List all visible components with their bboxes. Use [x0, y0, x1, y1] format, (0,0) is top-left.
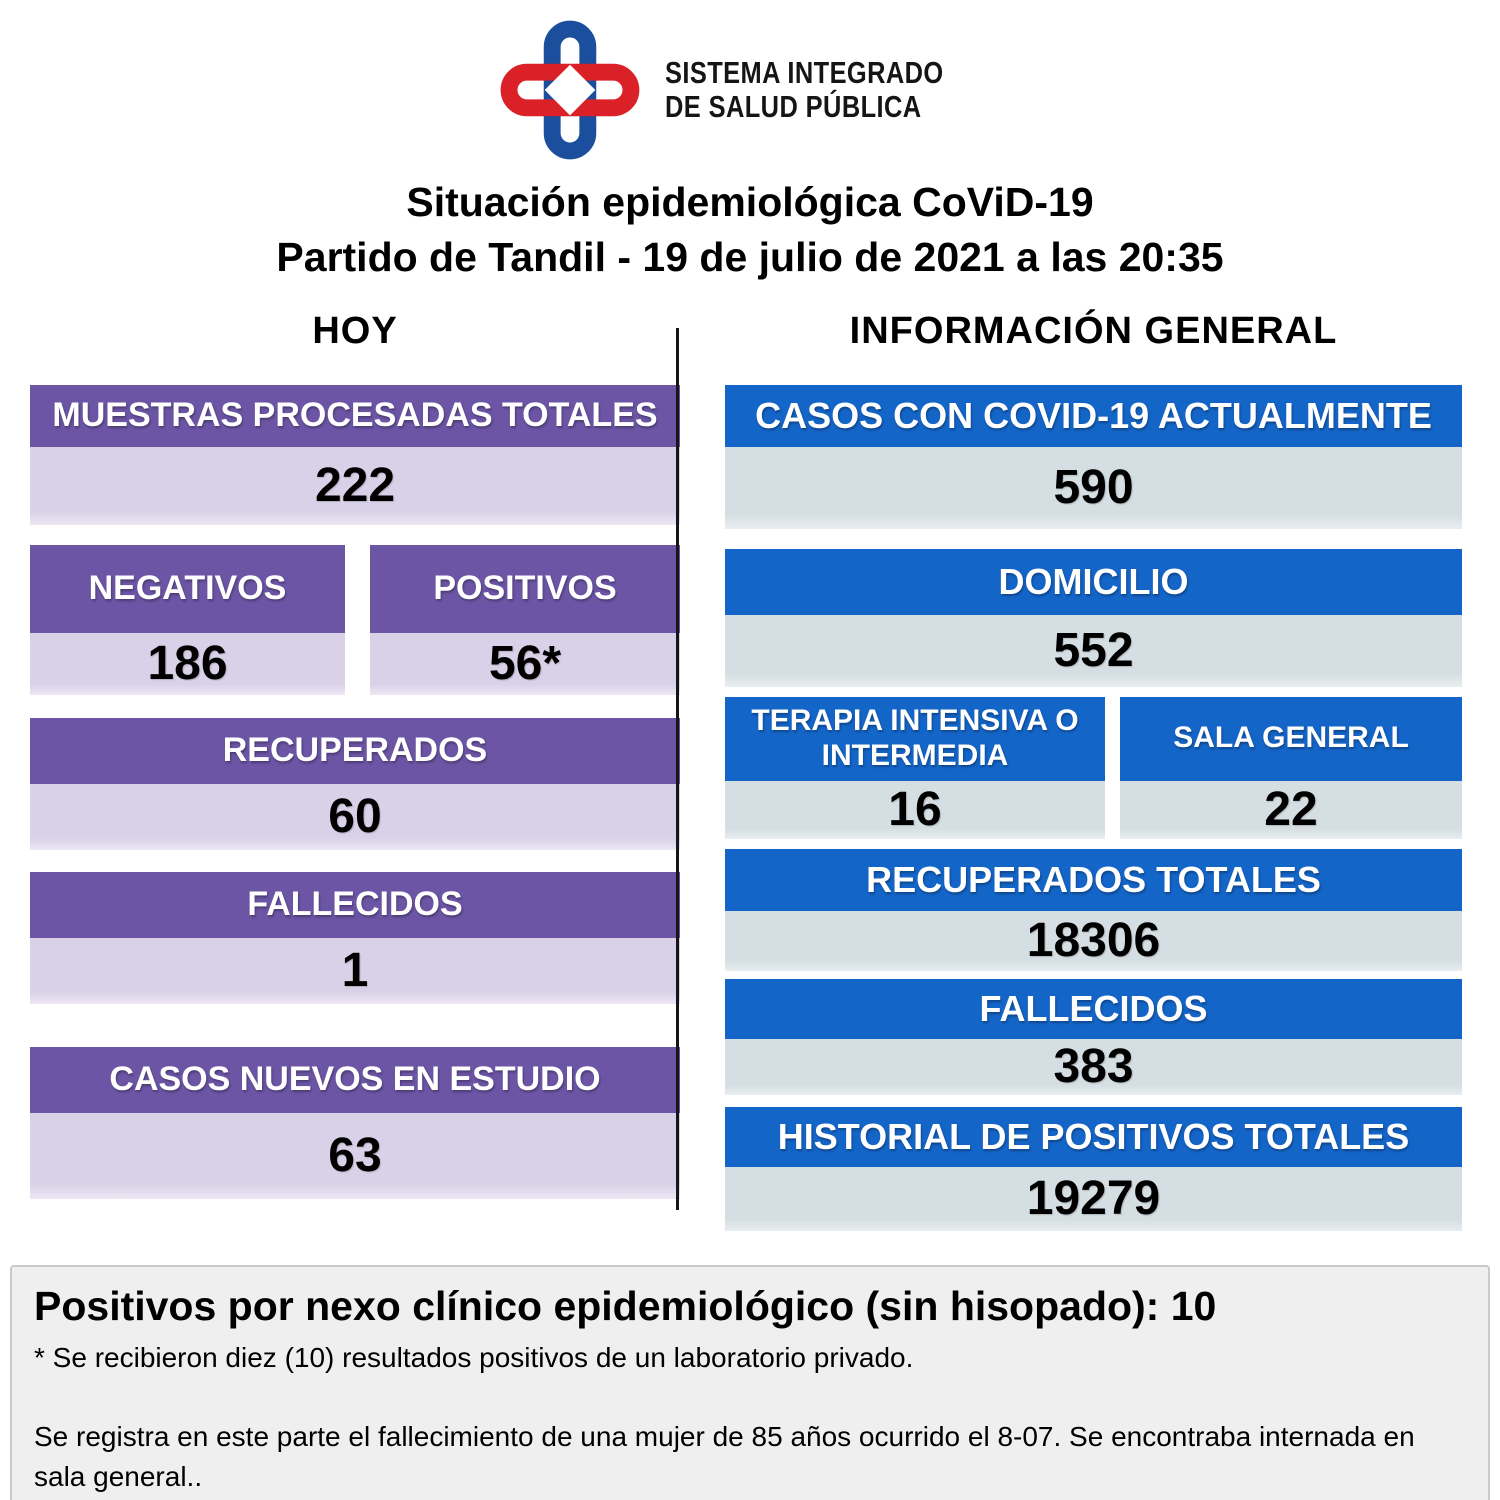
stat-fallecidos-totales-label: FALLECIDOS	[725, 978, 1462, 1039]
stat-muestras-value: 222	[30, 446, 680, 525]
stat-recuperados-hoy: RECUPERADOS 60	[30, 717, 680, 850]
note-fallecimiento: Se registra en este parte el fallecimien…	[34, 1421, 1415, 1493]
stat-negativos-label: NEGATIVOS	[30, 544, 345, 633]
stat-casos-nuevos-value: 63	[30, 1112, 680, 1199]
stat-casos-actuales-value: 590	[725, 446, 1462, 529]
stat-terapia-value: 16	[725, 780, 1105, 839]
logo-line-2: DE SALUD PÚBLICA	[665, 88, 922, 124]
stat-casos-actuales: CASOS CON COVID-19 ACTUALMENTE 590	[725, 384, 1462, 529]
stat-casos-nuevos-label: CASOS NUEVOS EN ESTUDIO	[30, 1046, 680, 1113]
stat-terapia-label: TERAPIA INTENSIVA O INTERMEDIA	[725, 696, 1105, 781]
title-line-1: Situación epidemiológica CoViD-19	[406, 179, 1094, 225]
terapia-sala-row: TERAPIA INTENSIVA O INTERMEDIA 16 SALA G…	[725, 696, 1462, 839]
stat-recuperados-totales: RECUPERADOS TOTALES 18306	[725, 848, 1462, 971]
stat-domicilio-value: 552	[725, 614, 1462, 687]
stat-fallecidos-hoy-label: FALLECIDOS	[30, 871, 680, 938]
stat-positivos: POSITIVOS 56*	[370, 544, 680, 695]
logo-line-1: SISTEMA INTEGRADO	[665, 55, 944, 91]
stat-positivos-label: POSITIVOS	[370, 544, 680, 633]
stat-negativos: NEGATIVOS 186	[30, 544, 345, 695]
neg-pos-row: NEGATIVOS 186 POSITIVOS 56*	[30, 544, 680, 695]
stats-section: HOY MUESTRAS PROCESADAS TOTALES 222 NEGA…	[0, 310, 1500, 1253]
column-hoy: HOY MUESTRAS PROCESADAS TOTALES 222 NEGA…	[30, 310, 680, 1253]
stat-casos-nuevos: CASOS NUEVOS EN ESTUDIO 63	[30, 1046, 680, 1199]
stat-fallecidos-totales-value: 383	[725, 1038, 1462, 1095]
page-title: Situación epidemiológica CoViD-19 Partid…	[0, 175, 1500, 286]
informacion-general-header: INFORMACIÓN GENERAL	[849, 309, 1338, 352]
stat-recuperados-hoy-label: RECUPERADOS	[30, 717, 680, 784]
stat-muestras-label: MUESTRAS PROCESADAS TOTALES	[30, 384, 680, 447]
health-cross-chain-logo-icon	[500, 20, 640, 159]
stat-historial-positivos: HISTORIAL DE POSITIVOS TOTALES 19279	[725, 1106, 1462, 1231]
stat-domicilio: DOMICILIO 552	[725, 548, 1462, 687]
stat-terapia: TERAPIA INTENSIVA O INTERMEDIA 16	[725, 696, 1105, 839]
column-divider	[676, 327, 679, 1210]
stat-fallecidos-hoy-value: 1	[30, 937, 680, 1004]
stat-fallecidos-hoy: FALLECIDOS 1	[30, 871, 680, 1004]
stat-historial-positivos-label: HISTORIAL DE POSITIVOS TOTALES	[725, 1106, 1462, 1167]
column-informacion-general: INFORMACIÓN GENERAL CASOS CON COVID-19 A…	[725, 310, 1462, 1253]
stat-domicilio-label: DOMICILIO	[725, 548, 1462, 615]
stat-recuperados-totales-value: 18306	[725, 910, 1462, 971]
header: SISTEMA INTEGRADO DE SALUD PÚBLICA	[0, 0, 1500, 165]
stat-recuperados-hoy-value: 60	[30, 783, 680, 850]
notes-panel: Positivos por nexo clínico epidemiológic…	[10, 1264, 1490, 1500]
stat-sala-general-label: SALA GENERAL	[1120, 696, 1462, 781]
stat-sala-general-value: 22	[1120, 780, 1462, 839]
hoy-header: HOY	[312, 309, 398, 352]
stat-recuperados-totales-label: RECUPERADOS TOTALES	[725, 848, 1462, 911]
stat-sala-general: SALA GENERAL 22	[1120, 696, 1462, 839]
stat-muestras: MUESTRAS PROCESADAS TOTALES 222	[30, 384, 680, 525]
title-line-2: Partido de Tandil - 19 de julio de 2021 …	[276, 234, 1224, 281]
stat-positivos-value: 56*	[370, 632, 680, 695]
stat-negativos-value: 186	[30, 632, 345, 695]
stat-casos-actuales-label: CASOS CON COVID-19 ACTUALMENTE	[725, 384, 1462, 447]
stat-fallecidos-totales: FALLECIDOS 383	[725, 978, 1462, 1095]
note-laboratorio: * Se recibieron diez (10) resultados pos…	[34, 1341, 914, 1373]
logo-wordmark: SISTEMA INTEGRADO DE SALUD PÚBLICA	[665, 56, 944, 123]
nexo-clinico-headline: Positivos por nexo clínico epidemiológic…	[34, 1282, 1217, 1329]
stat-historial-positivos-value: 19279	[725, 1166, 1462, 1231]
